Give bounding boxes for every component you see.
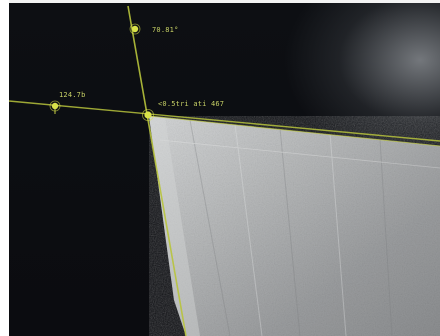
sample-streaks (159, 119, 440, 336)
top-frame-edge (0, 0, 440, 3)
marker-point-vertex[interactable] (141, 109, 154, 122)
marker-point-upper[interactable] (129, 23, 141, 35)
horizontal-measure-line[interactable] (8, 100, 440, 142)
sample-surface (149, 116, 440, 336)
marker-point-left[interactable] (49, 100, 61, 114)
angle-readout-left: 124.7b (59, 91, 86, 99)
edge-measure-line[interactable] (148, 115, 440, 147)
angle-readout-upper: 70.81° (152, 26, 179, 34)
vertical-measure-line[interactable] (127, 5, 187, 336)
sample-edge-bevel (149, 116, 200, 336)
left-frame-edge (0, 0, 9, 336)
vertex-readout: <0.5tri ati 467 (158, 100, 225, 108)
